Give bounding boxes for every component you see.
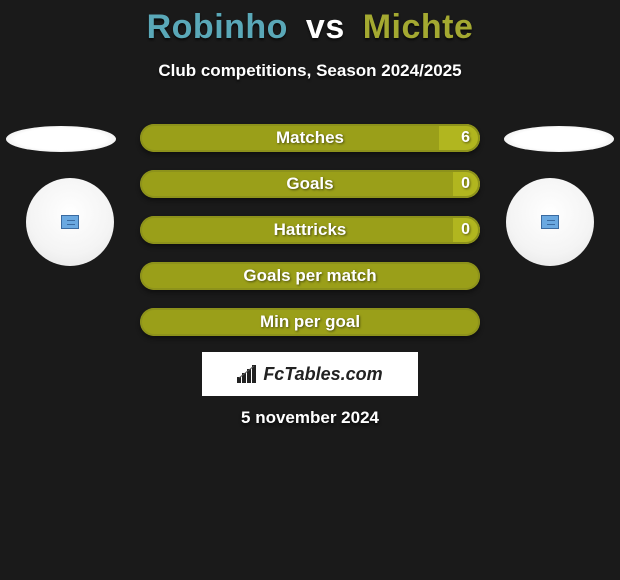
bar-value-right: 0 bbox=[461, 216, 470, 244]
bar-row: Goals per match bbox=[140, 262, 480, 290]
title-vs: vs bbox=[306, 8, 345, 46]
logo-text: FcTables.com bbox=[263, 364, 382, 385]
player-badge-left bbox=[26, 178, 114, 266]
title-player2: Michte bbox=[363, 8, 474, 46]
bar-label: Hattricks bbox=[140, 216, 480, 244]
flag-ellipse-left bbox=[6, 126, 116, 152]
flag-ellipse-right bbox=[504, 126, 614, 152]
subtitle: Club competitions, Season 2024/2025 bbox=[0, 61, 620, 81]
bar-label: Matches bbox=[140, 124, 480, 152]
bar-row: Hattricks0 bbox=[140, 216, 480, 244]
comparison-bars: Matches6Goals0Hattricks0Goals per matchM… bbox=[140, 124, 480, 354]
placeholder-image-icon bbox=[541, 215, 559, 229]
bar-row: Min per goal bbox=[140, 308, 480, 336]
logo-box: FcTables.com bbox=[202, 352, 418, 396]
placeholder-image-icon bbox=[61, 215, 79, 229]
bar-row: Matches6 bbox=[140, 124, 480, 152]
bar-label: Goals bbox=[140, 170, 480, 198]
bar-label: Min per goal bbox=[140, 308, 480, 336]
bar-label: Goals per match bbox=[140, 262, 480, 290]
bar-row: Goals0 bbox=[140, 170, 480, 198]
player-badge-right bbox=[506, 178, 594, 266]
title-player1: Robinho bbox=[147, 8, 288, 46]
page-title: Robinho vs Michte bbox=[0, 0, 620, 47]
fctables-chart-icon bbox=[237, 365, 259, 383]
date-text: 5 november 2024 bbox=[0, 408, 620, 428]
bar-value-right: 0 bbox=[461, 170, 470, 198]
bar-value-right: 6 bbox=[461, 124, 470, 152]
